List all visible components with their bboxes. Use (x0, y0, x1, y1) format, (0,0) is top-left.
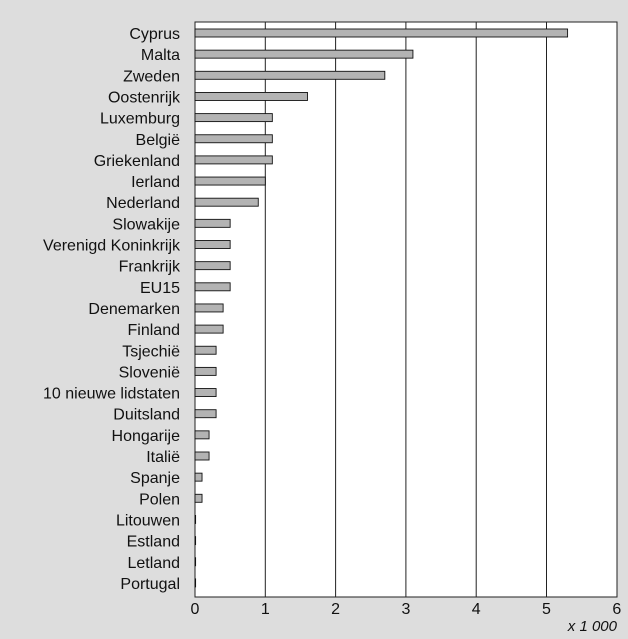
category-label: België (136, 132, 181, 149)
category-label: Zweden (123, 68, 180, 85)
category-label: Italië (146, 449, 180, 466)
category-label: Denemarken (88, 301, 180, 318)
bar (194, 557, 197, 567)
bar (194, 493, 203, 503)
category-label: Nederland (106, 195, 180, 212)
x-tick-label: 6 (612, 601, 621, 618)
bar (194, 515, 197, 524)
bar (194, 70, 386, 80)
category-label: Cyprus (129, 26, 180, 43)
category-label: Griekenland (94, 153, 180, 170)
category-label: Luxemburg (100, 111, 180, 128)
bar (194, 240, 231, 249)
bar (194, 282, 231, 292)
category-label: Slovenië (119, 364, 180, 381)
bar (194, 91, 308, 101)
bar (194, 324, 224, 334)
bar (194, 536, 197, 546)
bar (194, 28, 569, 38)
bar (194, 197, 259, 207)
category-label: Tsjechië (122, 343, 180, 360)
x-tick-label: 4 (472, 601, 481, 618)
x-tick-label: 2 (331, 601, 340, 618)
x-tick-label: 1 (261, 601, 270, 618)
bar (194, 472, 203, 482)
bar (194, 176, 266, 186)
bar (194, 345, 217, 355)
bars (194, 28, 569, 588)
unit-label: x 1 000 (567, 618, 618, 635)
bar (194, 261, 231, 271)
category-label: Malta (141, 47, 180, 64)
bar (194, 49, 414, 59)
bar (194, 134, 273, 144)
category-label: Polen (139, 491, 180, 508)
bar (194, 113, 273, 123)
category-label: Finland (128, 322, 180, 339)
category-label: Duitsland (113, 407, 180, 424)
x-tick-label: 0 (191, 601, 200, 618)
bar (194, 388, 217, 397)
category-labels: Cyprus Malta Zweden Oostenrijk Luxemburg Belg… (43, 26, 181, 593)
category-label: Slowakije (112, 216, 180, 233)
x-tick-label: 5 (542, 601, 551, 618)
bar (194, 366, 217, 376)
bar (194, 451, 210, 461)
bar (194, 218, 231, 228)
x-tick-label: 3 (401, 601, 410, 618)
bar (194, 430, 210, 440)
category-label: Oostenrijk (108, 89, 181, 106)
category-label: Spanje (130, 470, 180, 487)
category-label: Ierland (131, 174, 180, 191)
category-label: Litouwen (116, 512, 180, 529)
bar (194, 578, 197, 588)
x-tick-labels: 0 1 2 3 4 5 6 (191, 601, 622, 618)
bar (194, 155, 273, 165)
category-label: EU15 (140, 280, 180, 297)
category-label: Hongarije (112, 428, 181, 445)
category-label: Estland (127, 534, 180, 551)
category-label: Frankrijk (119, 259, 181, 276)
bar (194, 303, 224, 313)
category-label: Verenigd Koninkrijk (43, 238, 181, 255)
category-label: 10 nieuwe lidstaten (43, 386, 180, 403)
category-label: Portugal (120, 576, 180, 593)
category-label: Letland (128, 555, 181, 572)
bar (194, 409, 217, 419)
